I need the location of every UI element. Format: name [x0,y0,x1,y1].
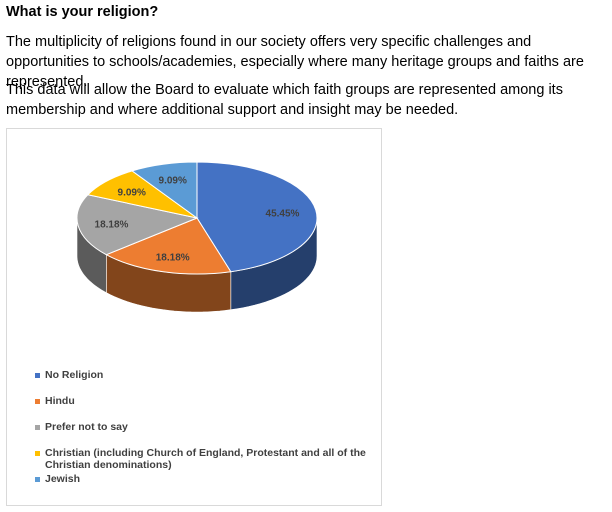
pie-slice-1 [105,217,232,275]
pie-label-0: 45.45% [266,208,300,219]
legend-item: Christian (including Church of England, … [35,447,375,471]
pie-slice-4 [131,161,198,219]
pie-label-3: 9.09% [118,188,146,199]
page-title: What is your religion? [6,4,159,20]
pie-label-2: 18.18% [95,220,129,231]
pie-label-4: 9.09% [159,175,187,186]
legend-item: No Religion [35,369,103,381]
legend-item: Prefer not to say [35,421,128,433]
legend-label: Prefer not to say [45,421,128,433]
pie-label-1: 18.18% [156,253,190,264]
legend-swatch [35,477,40,482]
intro-paragraph: The multiplicity of religions found in o… [6,34,584,90]
pie-slice-2 [76,194,199,256]
legend-swatch [35,373,40,378]
legend-swatch [35,451,40,456]
pie-data-labels: 45.45% 18.18% 18.18% 9.09% 9.09% [95,175,300,263]
pie-slice-0 [196,161,318,273]
religion-pie-chart: 45.45% 18.18% 18.18% 9.09% 9.09% No Religion… [6,128,382,506]
legend-label: Hindu [45,395,75,407]
legend-label: Jewish [45,473,81,485]
legend-swatch [35,425,40,430]
legend-item: Jewish [35,473,80,485]
purpose-paragraph: This data will allow the Board to evalua… [6,82,563,118]
pie-top-faces [76,161,318,275]
pie-chart-svg: 45.45% 18.18% 18.18% 9.09% 9.09% [76,161,318,313]
legend-label: No Religion [45,369,104,381]
legend-label: Christian (including Church of England, … [45,447,366,471]
legend-swatch [35,399,40,404]
legend-item: Hindu [35,395,75,407]
pie-side-walls [76,217,318,313]
